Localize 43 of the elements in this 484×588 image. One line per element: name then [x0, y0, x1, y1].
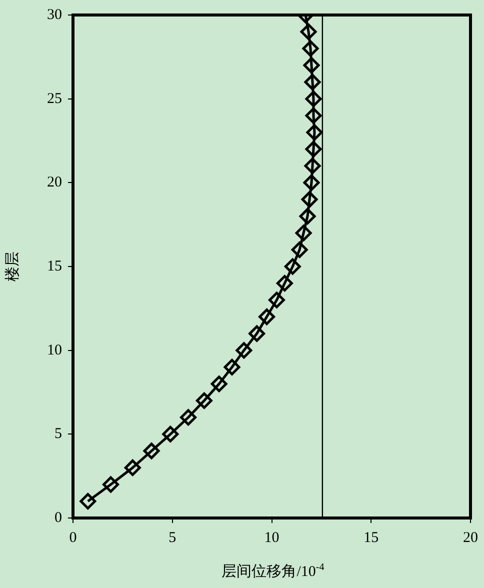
point [303, 174, 320, 191]
y-axis-title: 楼层 [4, 252, 21, 282]
point [295, 224, 312, 242]
point [248, 325, 266, 342]
point [258, 308, 276, 326]
point [302, 40, 319, 57]
point [304, 74, 321, 90]
y-tick-label: 0 [54, 510, 62, 526]
point [180, 409, 197, 426]
point [301, 191, 318, 208]
x-tick-label: 10 [264, 530, 280, 546]
point [303, 57, 320, 74]
x-tick-label: 20 [463, 530, 478, 546]
point [291, 241, 308, 258]
point [268, 292, 285, 308]
point [143, 442, 160, 460]
point [305, 90, 322, 108]
point [102, 476, 120, 493]
y-tick-label: 25 [47, 90, 62, 107]
x-tick-label: 0 [69, 530, 77, 546]
y-tick-label: 30 [47, 6, 62, 23]
point [162, 426, 179, 442]
point [210, 376, 228, 392]
point [236, 342, 252, 359]
y-tick-label: 20 [47, 174, 62, 191]
y-tick-label: 15 [47, 258, 62, 274]
point [304, 158, 321, 174]
point [300, 24, 317, 40]
x-axis-title: 层间位移角/10$^{-4}$ [220, 562, 326, 581]
x-tick-label: 5 [168, 530, 176, 546]
point [276, 275, 293, 292]
point [224, 358, 240, 376]
point [80, 492, 96, 510]
point [305, 140, 322, 158]
y-tick-label: 10 [47, 342, 62, 358]
point [299, 208, 316, 224]
point [196, 392, 212, 409]
point [305, 107, 322, 124]
point [284, 258, 301, 275]
point [124, 459, 141, 476]
point [306, 124, 323, 141]
y-tick-label: 5 [54, 426, 62, 442]
x-tick-label: 15 [364, 530, 379, 546]
